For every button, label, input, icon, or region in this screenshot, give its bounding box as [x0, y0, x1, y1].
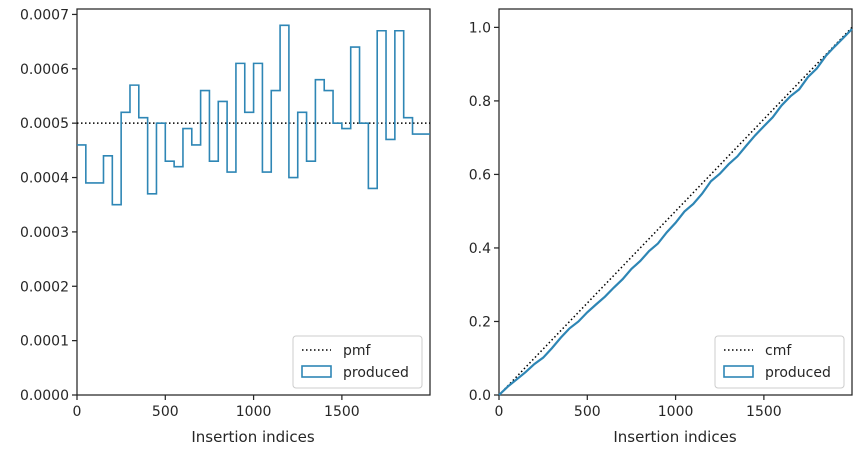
left-legend-box: [292, 335, 423, 389]
left-legend: pmf produced: [292, 335, 423, 389]
l-x-tick-label: 1000: [236, 404, 272, 420]
r-x-tick-label: 500: [574, 404, 601, 420]
l-y-tick-label: 0.0007: [20, 7, 69, 23]
right-x-axis-label: Insertion indices: [613, 428, 736, 446]
legend-cmf-label: cmf: [765, 343, 792, 359]
cmf-reference-line: [498, 26, 853, 396]
r-x-tick-label: 1500: [746, 404, 782, 420]
pmf-histogram-chart: 0 500 1000 1500 0.00000.00010.00020.00030.0…: [20, 7, 431, 446]
right-x-ticks: 0 500 1000 1500: [495, 395, 782, 420]
produced-histogram-step: [77, 24, 430, 206]
legend-pmf-label: pmf: [343, 343, 372, 359]
legend-produced-swatch: [301, 365, 332, 378]
legend-produced-label-right: produced: [765, 365, 831, 381]
r-x-tick-label: 0: [495, 404, 504, 420]
r-y-tick-label: 0.6: [469, 167, 491, 183]
right-y-ticks: 0.0 0.2 0.4 0.6 0.8 1.0: [469, 20, 499, 404]
l-x-tick-label: 1500: [324, 404, 360, 420]
l-y-tick-label: 0.0001: [20, 334, 69, 350]
produced-cumulative-line: [498, 28, 853, 396]
legend-produced-swatch-right: [723, 365, 754, 378]
l-y-tick-label: 0.0000: [20, 388, 69, 404]
right-legend-box: [714, 335, 845, 389]
l-x-tick-label: 500: [152, 404, 179, 420]
r-y-tick-label: 0.0: [469, 388, 491, 404]
l-y-tick-label: 0.0003: [20, 225, 69, 241]
right-legend: cmf produced: [714, 335, 845, 389]
legend-produced-label: produced: [343, 365, 409, 381]
l-y-tick-label: 0.0004: [20, 171, 69, 187]
r-y-tick-label: 1.0: [469, 20, 491, 36]
r-y-tick-label: 0.4: [469, 241, 491, 257]
r-x-tick-label: 1000: [658, 404, 694, 420]
r-y-tick-label: 0.2: [469, 314, 491, 330]
r-y-tick-label: 0.8: [469, 94, 491, 110]
left-x-ticks: 0 500 1000 1500: [73, 395, 360, 420]
left-x-axis-label: Insertion indices: [191, 428, 314, 446]
l-y-tick-label: 0.0005: [20, 116, 69, 132]
l-y-tick-label: 0.0002: [20, 279, 69, 295]
cmf-line-chart: 0 500 1000 1500 0.0 0.2 0.4 0.6 0.8 1.0 Insertio…: [469, 8, 853, 446]
l-x-tick-label: 0: [73, 404, 82, 420]
left-y-ticks: 0.0000 0.0001 0.0002 0.0003 0.0004 0.0005 0.00…: [20, 7, 77, 404]
l-y-tick-label: 0.0006: [20, 62, 69, 78]
